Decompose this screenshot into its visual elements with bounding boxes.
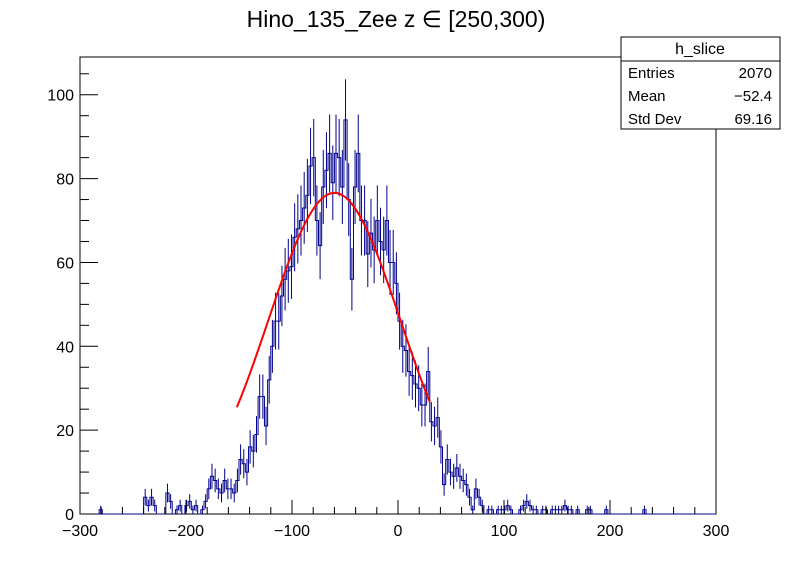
- stat-entries-value: 2070: [739, 65, 772, 82]
- axes: −300 −200 −100 0 100 200 300 0 20 40 60 80 100: [47, 73, 730, 540]
- x-tick-label: −200: [168, 523, 204, 540]
- x-tick-label: −100: [274, 523, 310, 540]
- y-tick-label: 100: [47, 88, 74, 105]
- x-tick-label: 0: [394, 523, 403, 540]
- fit-curve: [235, 191, 431, 408]
- x-tick-label: 300: [703, 523, 730, 540]
- y-tick-label: 0: [65, 507, 74, 524]
- y-tick-label: 20: [56, 423, 74, 440]
- stat-mean-label: Mean: [628, 88, 666, 105]
- x-tick-label: 100: [491, 523, 518, 540]
- fit-curve-layer: [235, 191, 431, 408]
- stats-box-title: h_slice: [675, 41, 725, 58]
- stat-stddev-label: Std Dev: [628, 111, 682, 128]
- chart-title: Hino_135_Zee z ∈ [250,300): [247, 6, 546, 32]
- stat-stddev-value: 69.16: [734, 111, 772, 128]
- y-tick-label: 60: [56, 255, 74, 272]
- y-tick-label: 40: [56, 339, 74, 356]
- stat-mean-value: −52.4: [734, 88, 772, 105]
- x-tick-label: 200: [597, 523, 624, 540]
- stats-box: h_slice Entries 2070 Mean −52.4 Std Dev …: [620, 36, 781, 130]
- stat-entries-label: Entries: [628, 65, 675, 82]
- histogram-series: [80, 119, 716, 515]
- y-tick-label: 80: [56, 172, 74, 189]
- stats-box-frame: [620, 36, 781, 130]
- error-bars: [100, 79, 645, 514]
- x-tick-label: −300: [62, 523, 98, 540]
- histogram-outline: [80, 119, 716, 515]
